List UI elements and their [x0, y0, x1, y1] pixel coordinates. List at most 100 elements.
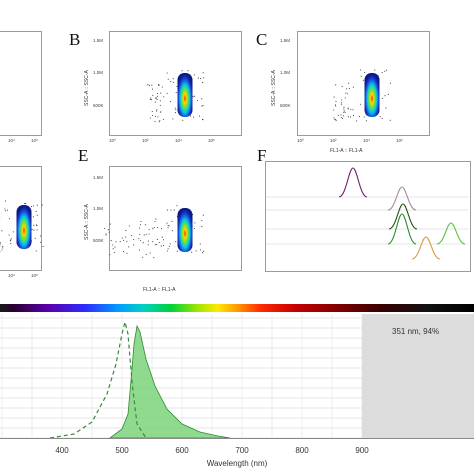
event-dot: [154, 101, 156, 103]
event-dot: [202, 72, 204, 74]
event-dot: [172, 81, 174, 83]
event-dot: [352, 115, 355, 117]
event-dot: [31, 206, 33, 208]
tick-b-y3: 500K: [93, 103, 104, 108]
event-dot: [341, 85, 343, 88]
event-dot: [170, 80, 172, 83]
event-dot: [384, 70, 386, 72]
event-dot: [158, 121, 160, 123]
tick-b-x3: 10⁴: [175, 138, 182, 143]
event-dot: [125, 236, 127, 238]
event-dot: [349, 116, 352, 118]
event-dot: [379, 116, 381, 118]
event-dot: [201, 226, 203, 228]
event-dot: [340, 102, 342, 104]
event-dot: [194, 222, 196, 224]
event-dot: [340, 116, 342, 119]
event-dot: [152, 94, 154, 96]
event-dot: [166, 72, 168, 74]
event-dot: [154, 244, 156, 246]
event-dot: [335, 84, 337, 86]
dot-plot-b: [109, 31, 242, 136]
event-dot: [2, 245, 4, 247]
event-dot: [346, 93, 348, 95]
event-dot: [157, 116, 159, 118]
event-dot: [381, 117, 383, 120]
event-dot: [334, 118, 336, 121]
tick-b-x4: 10⁶: [208, 138, 215, 143]
event-dot: [174, 107, 176, 109]
event-dot: [155, 115, 157, 117]
event-dot: [151, 99, 153, 101]
event-dot: [173, 209, 175, 211]
histogram-peak: [436, 222, 466, 245]
event-dot: [347, 107, 349, 109]
event-dot: [335, 120, 337, 122]
tick-a-x1: 10⁴: [8, 138, 15, 143]
density-cluster: [177, 73, 193, 117]
event-dot: [170, 209, 172, 211]
event-dot: [126, 240, 128, 242]
event-dot: [167, 227, 169, 229]
event-dot: [151, 84, 153, 86]
event-dot: [2, 247, 4, 249]
tick-c-x1: 10⁰: [297, 138, 304, 143]
event-dot: [360, 75, 362, 77]
event-dot: [343, 110, 345, 112]
spectrum-xtick-900: 900: [355, 446, 369, 455]
excitation-curve: [49, 321, 147, 438]
event-dot: [149, 117, 152, 119]
event-dot: [145, 233, 147, 235]
event-dot: [147, 244, 149, 246]
density-cluster: [177, 208, 193, 252]
event-dot: [147, 240, 149, 242]
event-dot: [148, 84, 150, 86]
event-dot: [41, 204, 43, 206]
tick-c-y1: 1.5M: [280, 38, 291, 43]
event-dot: [158, 84, 160, 86]
event-dot: [198, 115, 201, 117]
event-dot: [342, 117, 344, 120]
event-dot: [363, 116, 365, 118]
event-dot: [159, 100, 161, 102]
histogram-peak: [388, 203, 418, 230]
event-dot: [193, 116, 195, 118]
event-dot: [172, 118, 174, 120]
event-dot: [176, 250, 178, 252]
event-dot: [148, 228, 150, 231]
event-dot: [345, 92, 347, 94]
spectrum-plot: [49, 321, 231, 438]
event-dot: [167, 78, 169, 80]
event-dot: [114, 246, 116, 248]
event-dot: [333, 117, 335, 119]
event-dot: [169, 100, 171, 103]
event-dot: [148, 233, 150, 235]
panel-label-b: B: [69, 30, 81, 49]
event-dot: [196, 99, 198, 102]
spectrum-x-title: Wavelength (nm): [206, 459, 268, 468]
event-dot: [159, 104, 161, 107]
event-dot: [153, 226, 155, 229]
event-dot: [161, 236, 163, 238]
event-dot: [151, 110, 153, 113]
event-dot: [166, 209, 168, 211]
emission-curve: [109, 324, 231, 438]
plots-layer: [0, 69, 468, 260]
tick-b-x2: 10²: [142, 138, 149, 143]
event-dot: [162, 118, 164, 120]
tick-e-y1: 1.5M: [93, 175, 104, 180]
event-dot: [149, 252, 151, 254]
event-dot: [139, 233, 141, 236]
tick-d-x2: 10⁶: [31, 273, 38, 278]
histogram-peak: [411, 236, 441, 260]
event-dot: [333, 96, 335, 98]
event-dot: [202, 214, 204, 216]
event-dot: [123, 239, 125, 241]
event-dot: [340, 114, 342, 116]
tick-e-y3: 500K: [93, 238, 104, 243]
event-dot: [152, 241, 154, 243]
cluster-b: [147, 70, 205, 123]
event-dot: [104, 227, 106, 229]
density-cluster: [16, 205, 32, 249]
event-dot: [119, 241, 121, 243]
